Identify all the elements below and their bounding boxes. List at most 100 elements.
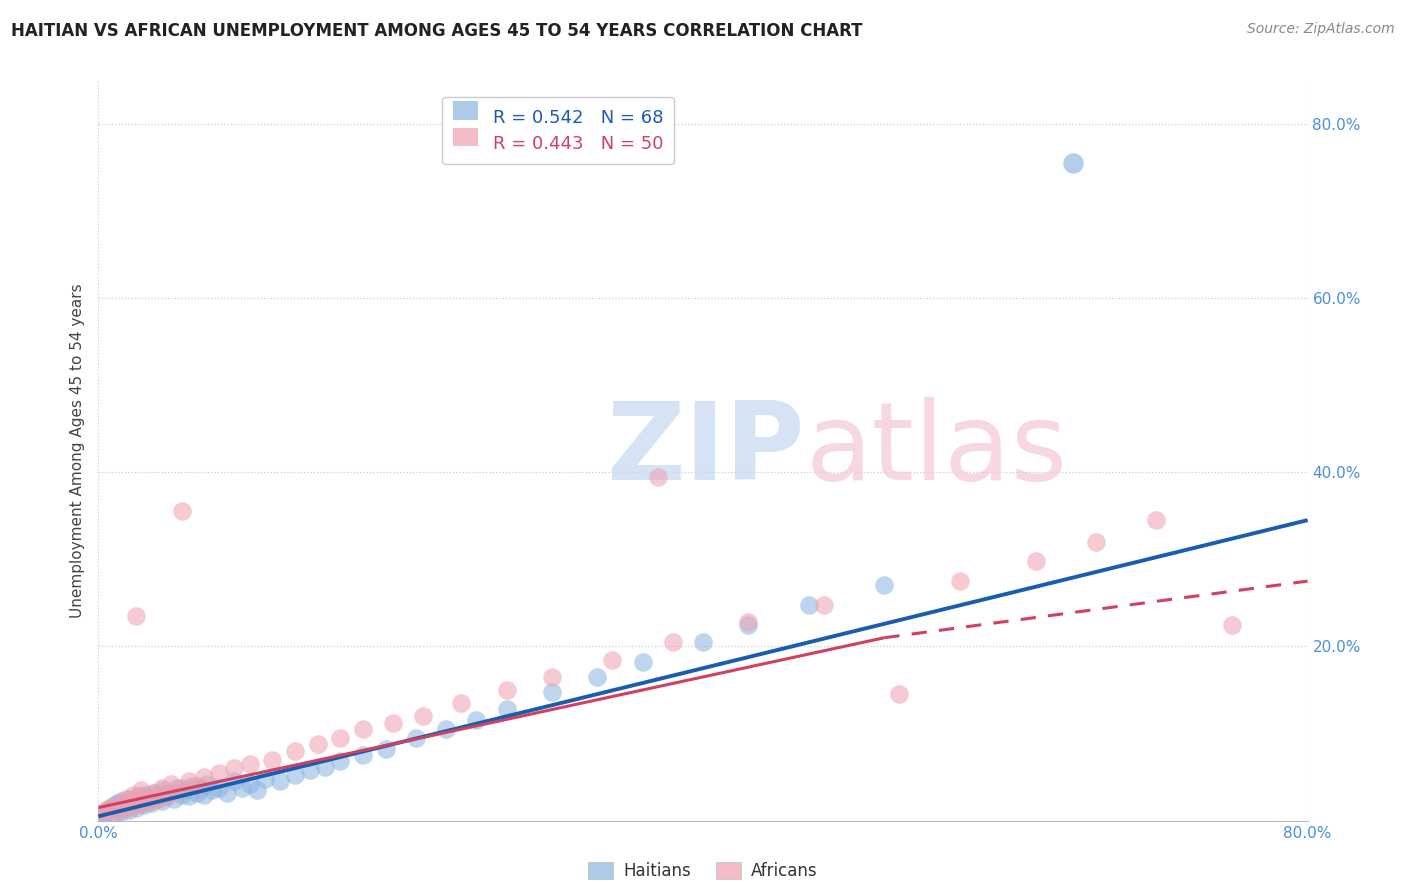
- Point: [110, 795, 132, 809]
- Point: [155, 789, 177, 804]
- Point: [103, 806, 125, 821]
- Point: [246, 783, 269, 797]
- Point: [152, 783, 174, 797]
- Point: [166, 780, 188, 795]
- Point: [118, 800, 141, 814]
- Point: [132, 797, 155, 812]
- Point: [122, 788, 145, 802]
- Point: [434, 722, 457, 736]
- Point: [692, 635, 714, 649]
- Point: [412, 709, 434, 723]
- Point: [224, 761, 246, 775]
- Point: [329, 755, 352, 769]
- Point: [136, 792, 159, 806]
- Point: [105, 803, 128, 817]
- Point: [118, 803, 141, 817]
- Point: [231, 780, 253, 795]
- Point: [873, 578, 896, 592]
- Point: [647, 469, 669, 483]
- Point: [145, 792, 167, 806]
- Text: Source: ZipAtlas.com: Source: ZipAtlas.com: [1247, 22, 1395, 37]
- Point: [110, 805, 132, 819]
- Point: [1062, 156, 1084, 170]
- Point: [208, 780, 231, 795]
- Point: [186, 779, 208, 793]
- Text: HAITIAN VS AFRICAN UNEMPLOYMENT AMONG AGES 45 TO 54 YEARS CORRELATION CHART: HAITIAN VS AFRICAN UNEMPLOYMENT AMONG AG…: [11, 22, 863, 40]
- Point: [195, 777, 218, 791]
- Point: [181, 779, 204, 793]
- Point: [540, 670, 562, 684]
- Point: [129, 796, 152, 810]
- Point: [105, 797, 128, 812]
- Point: [103, 797, 125, 812]
- Point: [148, 792, 170, 806]
- Point: [586, 670, 609, 684]
- Point: [173, 783, 195, 797]
- Point: [1144, 513, 1167, 527]
- Point: [737, 617, 759, 632]
- Point: [329, 731, 352, 745]
- Point: [127, 789, 149, 804]
- Point: [540, 684, 562, 698]
- Point: [314, 759, 336, 773]
- Point: [262, 753, 284, 767]
- Point: [495, 702, 517, 716]
- Point: [253, 772, 276, 786]
- Point: [602, 652, 624, 666]
- Point: [114, 792, 136, 806]
- Point: [737, 615, 759, 629]
- Point: [163, 786, 186, 800]
- Point: [135, 795, 157, 809]
- Legend: Haitians, Africans: Haitians, Africans: [582, 855, 824, 887]
- Point: [374, 742, 396, 756]
- Point: [155, 789, 177, 804]
- Point: [201, 783, 224, 797]
- Point: [889, 687, 911, 701]
- Point: [148, 789, 170, 804]
- Point: [98, 800, 121, 814]
- Point: [284, 744, 307, 758]
- Point: [1220, 617, 1243, 632]
- Point: [150, 780, 173, 795]
- Point: [1024, 554, 1046, 568]
- Point: [94, 805, 117, 819]
- Y-axis label: Unemployment Among Ages 45 to 54 years: Unemployment Among Ages 45 to 54 years: [69, 283, 84, 618]
- Point: [179, 774, 201, 789]
- Point: [299, 763, 322, 777]
- Point: [135, 789, 157, 804]
- Point: [110, 803, 132, 817]
- Point: [190, 780, 212, 795]
- Point: [269, 774, 291, 789]
- Point: [122, 795, 145, 809]
- Point: [103, 805, 125, 819]
- Point: [307, 737, 329, 751]
- Point: [125, 609, 148, 624]
- Point: [239, 777, 262, 791]
- Point: [186, 786, 208, 800]
- Point: [90, 806, 112, 821]
- Point: [159, 786, 181, 800]
- Point: [112, 796, 135, 810]
- Point: [170, 504, 193, 518]
- Point: [141, 795, 163, 809]
- Point: [121, 795, 143, 809]
- Point: [661, 635, 683, 649]
- Point: [121, 797, 143, 812]
- Point: [132, 788, 155, 802]
- Point: [150, 795, 173, 809]
- Point: [797, 598, 820, 612]
- Point: [143, 786, 166, 800]
- Point: [352, 722, 374, 736]
- Point: [405, 731, 427, 745]
- Point: [170, 780, 193, 795]
- Point: [91, 806, 114, 821]
- Point: [215, 786, 238, 800]
- Point: [631, 655, 654, 669]
- Point: [239, 757, 262, 772]
- Point: [193, 788, 215, 802]
- Point: [193, 770, 215, 784]
- Point: [382, 716, 405, 731]
- Point: [495, 683, 517, 698]
- Point: [284, 768, 307, 782]
- Text: ZIP: ZIP: [606, 398, 804, 503]
